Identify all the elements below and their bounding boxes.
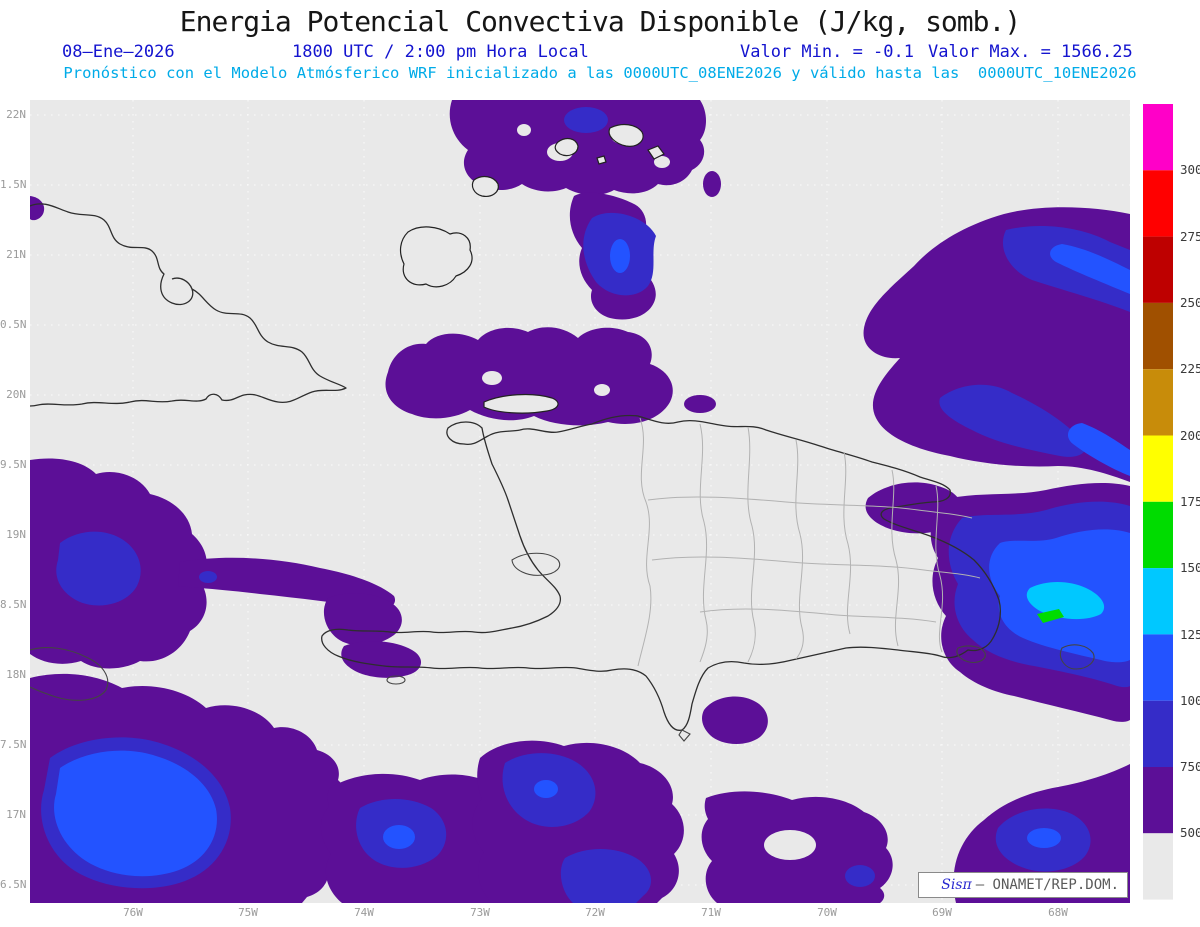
cape-blue-bottomleft bbox=[54, 750, 217, 877]
colorbar-segment bbox=[1143, 104, 1173, 171]
islands-turks-caicos bbox=[554, 123, 665, 165]
cape-navy-left bbox=[56, 531, 141, 606]
coastline-cuba bbox=[30, 203, 347, 407]
colorbar-tick: 750 bbox=[1180, 759, 1200, 774]
cape-blue-topright bbox=[1050, 244, 1130, 294]
island-mona bbox=[1059, 644, 1095, 670]
cape-navy-right-mid bbox=[939, 384, 1086, 457]
cape-navy-arm-dot bbox=[199, 571, 217, 583]
lon-label: 76W bbox=[123, 906, 143, 919]
cape-region-north-haiti bbox=[385, 327, 673, 426]
cape-hole bbox=[594, 384, 610, 396]
cape-navy-bottom-3b bbox=[560, 849, 652, 903]
lat-label: 17N bbox=[6, 808, 26, 821]
run-date: 08–Ene–2026 bbox=[62, 42, 175, 62]
cape-navy-north bbox=[564, 107, 608, 133]
colorbar-tick: 2500 bbox=[1180, 295, 1200, 310]
lat-label: 6.5N bbox=[0, 878, 27, 891]
cape-spot-ne-turks bbox=[703, 171, 721, 197]
cape-hole bbox=[482, 371, 502, 385]
cape-hole bbox=[517, 124, 531, 136]
cape-region-south-claw bbox=[341, 641, 422, 678]
colorbar-tick: 2750 bbox=[1180, 229, 1200, 244]
colorbar-segment bbox=[1143, 170, 1173, 237]
island-tortuga bbox=[483, 393, 559, 414]
cape-green-max bbox=[1037, 609, 1064, 623]
lon-label: 73W bbox=[470, 906, 490, 919]
coastline-hispaniola bbox=[321, 414, 1001, 731]
lat-label: 20N bbox=[6, 388, 26, 401]
lon-label: 74W bbox=[354, 906, 374, 919]
island-great-inagua bbox=[399, 226, 473, 288]
cape-navy-bottom-4-dot bbox=[845, 865, 875, 887]
cape-spot-north-coast bbox=[684, 395, 716, 413]
max-value: Valor Max. = 1566.25 bbox=[928, 42, 1133, 62]
colorbar-segment bbox=[1143, 369, 1173, 436]
lat-label: 0.5N bbox=[0, 318, 27, 331]
colorbar-segment bbox=[1143, 634, 1173, 701]
colorbar-tick: 500 bbox=[1180, 825, 1200, 840]
colorbar-segment bbox=[1143, 568, 1173, 635]
colorbar-segment bbox=[1143, 302, 1173, 370]
page-title: Energia Potencial Convectiva Disponible … bbox=[179, 5, 1021, 38]
cape-blue-right-mid bbox=[1067, 423, 1130, 476]
branding-app-name: Sisπ bbox=[941, 877, 972, 893]
lon-label: 69W bbox=[932, 906, 952, 919]
colorbar-tick: 1000 bbox=[1180, 693, 1200, 708]
cape-hole bbox=[654, 156, 670, 168]
branding-box: Sisπ – ONAMET/REP.DOM. bbox=[918, 872, 1128, 898]
island-saona bbox=[956, 645, 986, 663]
cape-blue-stem bbox=[610, 239, 630, 273]
lat-label: 8.5N bbox=[0, 598, 27, 611]
colorbar-tick: 3000 bbox=[1180, 162, 1200, 177]
lon-label: 68W bbox=[1048, 906, 1068, 919]
island-gonave bbox=[511, 552, 561, 576]
island-beata bbox=[678, 729, 691, 742]
cape-region-south-dr bbox=[702, 696, 768, 744]
colorbar-segment bbox=[1143, 435, 1173, 502]
cape-hole bbox=[764, 830, 816, 860]
province-borders bbox=[637, 417, 981, 667]
lat-label: 21N bbox=[6, 248, 26, 261]
colorbar bbox=[1143, 104, 1173, 900]
lat-label: 9.5N bbox=[0, 458, 27, 471]
branding-org-name: – ONAMET/REP.DOM. bbox=[975, 877, 1119, 893]
colorbar-tick: 1250 bbox=[1180, 627, 1200, 642]
cape-region-left-edge-dot bbox=[30, 196, 45, 221]
lat-label: 1.5N bbox=[0, 178, 27, 191]
island-a-vache bbox=[386, 675, 406, 685]
colorbar-tick: 1500 bbox=[1180, 560, 1200, 575]
lon-label: 70W bbox=[817, 906, 837, 919]
lat-label: 22N bbox=[6, 108, 26, 121]
lat-label: 19N bbox=[6, 528, 26, 541]
colorbar-tick: 2000 bbox=[1180, 428, 1200, 443]
cape-navy-topright bbox=[1002, 226, 1130, 312]
lat-label: 7.5N bbox=[0, 738, 27, 751]
island-little-inagua bbox=[471, 175, 499, 197]
model-info: Pronóstico con el Modelo Atmósferico WRF… bbox=[63, 64, 1137, 82]
cape-blue-bottomright-dot bbox=[1027, 828, 1061, 848]
colorbar-segment bbox=[1143, 767, 1173, 834]
valid-time: 1800 UTC / 2:00 pm Hora Local bbox=[292, 42, 589, 62]
lat-label: 18N bbox=[6, 668, 26, 681]
colorbar-tick: 1750 bbox=[1180, 494, 1200, 509]
cape-region-claw-tip bbox=[323, 593, 402, 646]
lon-label: 71W bbox=[701, 906, 721, 919]
coastline-jamaica bbox=[30, 647, 109, 701]
cape-cyan-east bbox=[1026, 582, 1105, 620]
colorbar-segment bbox=[1143, 833, 1173, 900]
min-value: Valor Min. = -0.1 bbox=[740, 42, 914, 62]
cape-blue-bottom-3-dot bbox=[534, 780, 558, 798]
colorbar-segment bbox=[1143, 700, 1173, 767]
colorbar-segment bbox=[1143, 501, 1173, 569]
cape-blue-bottom-2-dot bbox=[383, 825, 415, 849]
lon-label: 72W bbox=[585, 906, 605, 919]
header-line: 08–Ene–2026 1800 UTC / 2:00 pm Hora Loca… bbox=[0, 42, 1200, 62]
lon-label: 75W bbox=[238, 906, 258, 919]
colorbar-segment bbox=[1143, 236, 1173, 303]
colorbar-tick: 2250 bbox=[1180, 361, 1200, 376]
